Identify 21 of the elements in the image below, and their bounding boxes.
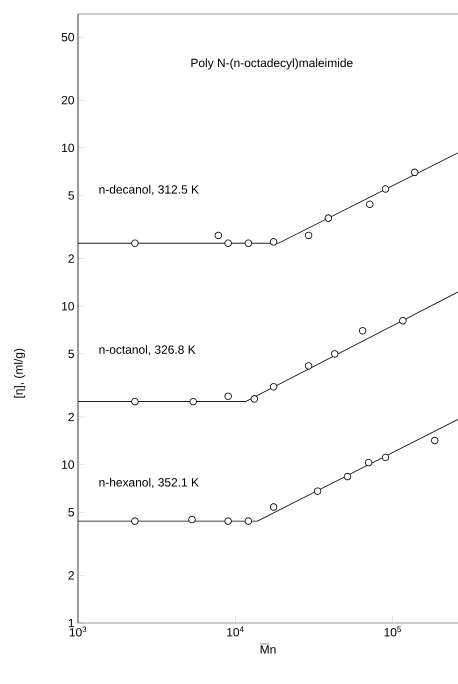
y-tick-label: 5 <box>68 508 74 516</box>
y-tick-label: 20 <box>62 96 74 104</box>
y-tick-label: 2 <box>68 254 74 263</box>
y-tick-label: 5 <box>68 191 74 200</box>
y-tick-label: 5 <box>68 350 74 358</box>
y-tick-label: 2 <box>68 571 74 580</box>
y-tick-label: 2 <box>68 412 74 422</box>
x-tick-label: 10$^{5}$ <box>384 626 401 636</box>
text: n-hexanol, 352.1 K <box>99 478 199 488</box>
y-tick-label: 10 <box>62 144 74 152</box>
y-tick-label: 1 <box>68 618 74 628</box>
x-tick-label: 10$^{4}$ <box>227 626 244 636</box>
text: Poly N-(n-octadecyl)maleimide <box>191 58 353 70</box>
text: n-octanol, 326.8 K <box>99 345 196 356</box>
y-tick-label: 50 <box>62 32 74 42</box>
x-tick-label: 10$^{3}$ <box>70 626 86 637</box>
text: n-decanol, 312.5 K <box>99 184 199 196</box>
y-tick-label: 10 <box>62 460 74 469</box>
y-tick-label: 10 <box>62 302 74 310</box>
y-axis-title: [η], (ml/g) <box>14 348 26 398</box>
x-axis-title: $\overline{\mathrm{M}}\mathrm{n}$ <box>260 644 276 654</box>
